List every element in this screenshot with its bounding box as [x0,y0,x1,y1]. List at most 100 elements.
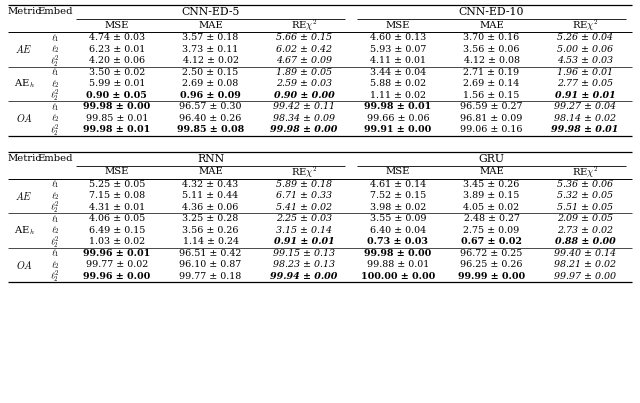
Text: $\ell_1$: $\ell_1$ [51,213,60,224]
Text: $OA$: $OA$ [15,259,33,271]
Text: 99.77 ± 0.02: 99.77 ± 0.02 [86,260,148,269]
Text: 5.51 ± 0.05: 5.51 ± 0.05 [557,203,613,212]
Text: 1.11 ± 0.02: 1.11 ± 0.02 [370,91,426,100]
Text: 98.21 ± 0.02: 98.21 ± 0.02 [554,260,616,269]
Text: 99.98 ± 0.00: 99.98 ± 0.00 [271,125,338,134]
Text: 96.57 ± 0.30: 96.57 ± 0.30 [179,102,242,111]
Text: 6.02 ± 0.42: 6.02 ± 0.42 [276,45,332,54]
Text: 1.96 ± 0.01: 1.96 ± 0.01 [557,68,613,77]
Text: 98.14 ± 0.02: 98.14 ± 0.02 [554,114,616,123]
Text: 3.98 ± 0.02: 3.98 ± 0.02 [370,203,426,212]
Text: 4.53 ± 0.03: 4.53 ± 0.03 [557,56,613,65]
Text: 2.25 ± 0.03: 2.25 ± 0.03 [276,214,332,223]
Text: $OA$: $OA$ [15,112,33,124]
Text: 2.75 ± 0.09: 2.75 ± 0.09 [463,226,520,235]
Text: 3.15 ± 0.14: 3.15 ± 0.14 [276,226,332,235]
Text: MAE: MAE [479,168,504,177]
Text: 2.69 ± 0.08: 2.69 ± 0.08 [182,79,239,88]
Text: 5.32 ± 0.05: 5.32 ± 0.05 [557,191,613,200]
Text: $AE$: $AE$ [15,43,33,55]
Text: AE$_h$: AE$_h$ [13,77,35,90]
Text: 0.91 ± 0.01: 0.91 ± 0.01 [274,237,335,246]
Text: 1.89 ± 0.05: 1.89 ± 0.05 [276,68,332,77]
Text: 4.20 ± 0.06: 4.20 ± 0.06 [89,56,145,65]
Text: 2.71 ± 0.19: 2.71 ± 0.19 [463,68,520,77]
Text: 99.98 ± 0.00: 99.98 ± 0.00 [364,249,431,258]
Text: MSE: MSE [386,21,410,30]
Text: 96.40 ± 0.26: 96.40 ± 0.26 [179,114,242,123]
Text: RE$\chi^2$: RE$\chi^2$ [291,18,317,33]
Text: 99.98 ± 0.00: 99.98 ± 0.00 [83,102,150,111]
Text: 5.99 ± 0.01: 5.99 ± 0.01 [89,79,145,88]
Text: 99.97 ± 0.00: 99.97 ± 0.00 [554,272,616,281]
Text: 3.56 ± 0.06: 3.56 ± 0.06 [463,45,520,54]
Text: $\ell_2$: $\ell_2$ [51,112,60,124]
Text: 4.12 ± 0.08: 4.12 ± 0.08 [463,56,520,65]
Text: 0.73 ± 0.03: 0.73 ± 0.03 [367,237,428,246]
Text: 4.12 ± 0.02: 4.12 ± 0.02 [182,56,239,65]
Text: 4.06 ± 0.05: 4.06 ± 0.05 [89,214,145,223]
Text: 3.89 ± 0.15: 3.89 ± 0.15 [463,191,520,200]
Text: $\ell_2$: $\ell_2$ [51,224,60,236]
Text: MAE: MAE [479,21,504,30]
Text: 5.25 ± 0.05: 5.25 ± 0.05 [89,180,145,189]
Text: 99.77 ± 0.18: 99.77 ± 0.18 [179,272,242,281]
Text: 99.99 ± 0.00: 99.99 ± 0.00 [458,272,525,281]
Text: 3.70 ± 0.16: 3.70 ± 0.16 [463,33,520,42]
Text: GRU: GRU [479,154,504,164]
Text: 3.73 ± 0.11: 3.73 ± 0.11 [182,45,239,54]
Text: 0.90 ± 0.00: 0.90 ± 0.00 [274,91,335,100]
Text: 5.36 ± 0.06: 5.36 ± 0.06 [557,180,613,189]
Text: 6.23 ± 0.01: 6.23 ± 0.01 [89,45,145,54]
Text: $\ell_2$: $\ell_2$ [51,78,60,89]
Text: 3.57 ± 0.18: 3.57 ± 0.18 [182,33,239,42]
Text: 5.11 ± 0.44: 5.11 ± 0.44 [182,191,239,200]
Text: 2.69 ± 0.14: 2.69 ± 0.14 [463,79,520,88]
Text: 0.90 ± 0.05: 0.90 ± 0.05 [86,91,147,100]
Text: 96.10 ± 0.87: 96.10 ± 0.87 [179,260,242,269]
Text: RE$\chi^2$: RE$\chi^2$ [291,164,317,180]
Text: 99.94 ± 0.00: 99.94 ± 0.00 [271,272,338,281]
Text: 2.50 ± 0.15: 2.50 ± 0.15 [182,68,239,77]
Text: RE$\chi^2$: RE$\chi^2$ [572,164,598,180]
Text: RE$\chi^2$: RE$\chi^2$ [572,18,598,33]
Text: 99.85 ± 0.08: 99.85 ± 0.08 [177,125,244,134]
Text: 99.27 ± 0.04: 99.27 ± 0.04 [554,102,616,111]
Text: 98.23 ± 0.13: 98.23 ± 0.13 [273,260,335,269]
Text: 96.59 ± 0.27: 96.59 ± 0.27 [460,102,523,111]
Text: 3.55 ± 0.09: 3.55 ± 0.09 [369,214,426,223]
Text: 6.40 ± 0.04: 6.40 ± 0.04 [370,226,426,235]
Text: CNN-ED-10: CNN-ED-10 [459,7,524,17]
Text: 99.98 ± 0.01: 99.98 ± 0.01 [552,125,619,134]
Text: $\ell_2^2$: $\ell_2^2$ [50,53,60,69]
Text: $\ell_2^2$: $\ell_2^2$ [50,234,60,250]
Text: $\ell_2^2$: $\ell_2^2$ [50,199,60,215]
Text: 7.52 ± 0.15: 7.52 ± 0.15 [370,191,426,200]
Text: 5.26 ± 0.04: 5.26 ± 0.04 [557,33,613,42]
Text: 2.48 ± 0.27: 2.48 ± 0.27 [463,214,520,223]
Text: 3.45 ± 0.26: 3.45 ± 0.26 [463,180,520,189]
Text: $\ell_2^2$: $\ell_2^2$ [50,268,60,284]
Text: 5.00 ± 0.06: 5.00 ± 0.06 [557,45,613,54]
Text: $\ell_1$: $\ell_1$ [51,101,60,112]
Text: 5.41 ± 0.02: 5.41 ± 0.02 [276,203,332,212]
Text: 1.56 ± 0.15: 1.56 ± 0.15 [463,91,520,100]
Text: 4.32 ± 0.43: 4.32 ± 0.43 [182,180,239,189]
Text: 3.44 ± 0.04: 3.44 ± 0.04 [370,68,426,77]
Text: 5.66 ± 0.15: 5.66 ± 0.15 [276,33,332,42]
Text: MSE: MSE [386,168,410,177]
Text: 99.98 ± 0.01: 99.98 ± 0.01 [364,102,431,111]
Text: 2.59 ± 0.03: 2.59 ± 0.03 [276,79,332,88]
Text: MSE: MSE [105,168,129,177]
Text: Embed: Embed [37,154,73,163]
Text: 0.67 ± 0.02: 0.67 ± 0.02 [461,237,522,246]
Text: 0.91 ± 0.01: 0.91 ± 0.01 [555,91,616,100]
Text: $\ell_1$: $\ell_1$ [51,32,60,44]
Text: 2.09 ± 0.05: 2.09 ± 0.05 [557,214,613,223]
Text: 7.15 ± 0.08: 7.15 ± 0.08 [89,191,145,200]
Text: 4.36 ± 0.06: 4.36 ± 0.06 [182,203,239,212]
Text: 99.40 ± 0.14: 99.40 ± 0.14 [554,249,616,258]
Text: 99.96 ± 0.00: 99.96 ± 0.00 [83,272,150,281]
Text: Embed: Embed [37,8,73,17]
Text: 3.25 ± 0.28: 3.25 ± 0.28 [182,214,239,223]
